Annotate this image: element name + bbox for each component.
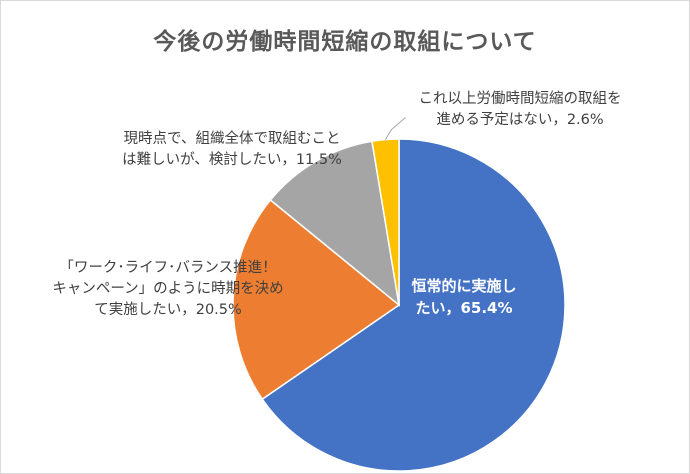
pie-slice-2 <box>269 140 401 307</box>
slice-label-line: 進める予定はない，2.6% <box>436 111 603 128</box>
slice-label-3: これ以上労働時間短縮の取組を進める予定はない，2.6% <box>419 90 622 128</box>
pie-slice-0 <box>261 138 566 472</box>
chart-title: 今後の労働時間短縮の取組について <box>153 29 537 55</box>
slice-label-line: て実施したい，20.5% <box>94 301 242 318</box>
slice-label-1: 「ワーク･ライフ･バランス推進！ キャンペーン」のように時期を決めて実施したい，2… <box>52 259 283 318</box>
pie-slices <box>232 138 566 472</box>
slice-labels: 恒常的に実施したい，65.4% 「ワーク･ライフ･バランス推進！ キャンペーン」のよ… <box>52 90 621 318</box>
slice-label-line: は難しいが、検討したい，11.5% <box>122 151 342 168</box>
slice-label-line: 現時点で、組織全体で取組むこと <box>124 129 341 147</box>
leader-lines <box>385 117 406 140</box>
slice-label-line: 恒常的に実施し <box>411 277 516 295</box>
slice-label-line: キャンペーン」のように時期を決め <box>52 280 283 297</box>
slice-label-0: 恒常的に実施したい，65.4% <box>411 277 516 317</box>
slice-label-line: 「ワーク･ライフ･バランス推進！ <box>59 259 276 276</box>
leader-line <box>385 117 406 140</box>
pie-slice-1 <box>232 198 401 401</box>
slice-label-line: これ以上労働時間短縮の取組を <box>419 90 622 107</box>
slice-label-2: 現時点で、組織全体で取組むことは難しいが、検討したい，11.5% <box>122 129 342 168</box>
slice-label-line: たい，65.4% <box>415 299 512 317</box>
